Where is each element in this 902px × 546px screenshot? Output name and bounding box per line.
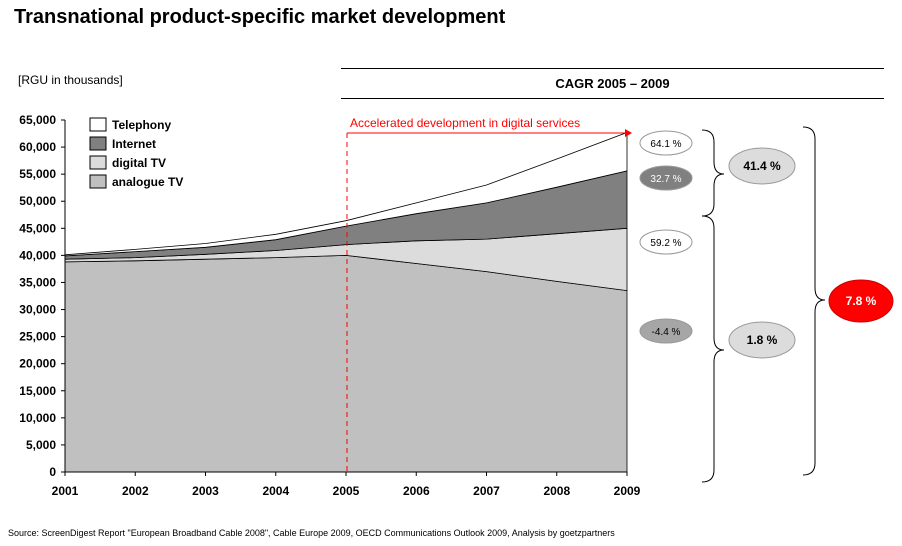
- cagr-bubble-digital-services: [728, 147, 796, 185]
- y-tick-label: 50,000: [19, 194, 56, 208]
- y-tick-label: 60,000: [19, 140, 56, 154]
- cagr-label-tv: 1.8 %: [747, 333, 778, 347]
- legend-swatch-internet: [89, 136, 107, 151]
- brace-tv: [701, 215, 725, 483]
- legend-label-telephony: Telephony: [112, 118, 171, 132]
- legend-label-internet: Internet: [112, 137, 156, 151]
- cagr-label-digital-tv: 59.2 %: [650, 238, 681, 249]
- brace-total: [802, 126, 826, 476]
- y-tick-label: 25,000: [19, 330, 56, 344]
- unit-label: [RGU in thousands]: [18, 73, 123, 87]
- y-tick-label: 65,000: [19, 113, 56, 127]
- cagr-bubble-tv: [728, 321, 796, 359]
- cagr-label-internet: 32.7 %: [650, 174, 681, 185]
- brace-digital-services: [701, 129, 725, 217]
- cagr-bubble-analogue-tv: [639, 318, 693, 344]
- legend-label-analogue-tv: analogue TV: [112, 175, 183, 189]
- cagr-bubble-internet: [639, 165, 693, 191]
- x-tick-label: 2003: [192, 484, 219, 498]
- area-series-telephony: [64, 131, 628, 257]
- x-tick-label: 2009: [614, 484, 641, 498]
- cagr-label-total: 7.8 %: [846, 294, 877, 308]
- y-tick-label: 35,000: [19, 276, 56, 290]
- cagr-label-analogue-tv: -4.4 %: [652, 327, 681, 338]
- cagr-header: CAGR 2005 – 2009: [341, 68, 884, 99]
- cagr-bubble-digital-tv: [639, 229, 693, 255]
- annotation-text: Accelerated development in digital servi…: [350, 116, 580, 130]
- page-title: Transnational product-specific market de…: [14, 6, 506, 28]
- legend-label-digital-tv: digital TV: [112, 156, 166, 170]
- y-tick-label: 45,000: [19, 221, 56, 235]
- legend-swatch-analogue-tv: [89, 174, 107, 189]
- cagr-bubble-telephony: [639, 130, 693, 156]
- legend-swatch-digital-tv: [89, 155, 107, 170]
- legend: Telephony Internet digital TV analogue T…: [89, 117, 183, 189]
- cagr-label-telephony: 64.1 %: [650, 139, 681, 150]
- x-axis: 2001 2002 2003 2004 2005 2006 2007 2008 2009: [52, 472, 641, 498]
- x-tick-label: 2007: [473, 484, 500, 498]
- legend-swatch-telephony: [89, 117, 107, 132]
- y-tick-label: 0: [49, 465, 56, 479]
- cagr-label-digital-services: 41.4 %: [743, 159, 781, 173]
- area-series-analogue-tv: [64, 254, 628, 473]
- y-axis: 0 5,000 10,000 15,000 20,000 25,000 30,000 35,0…: [19, 113, 65, 479]
- y-tick-label: 30,000: [19, 303, 56, 317]
- plot-area: [64, 120, 628, 473]
- x-tick-label: 2008: [543, 484, 570, 498]
- y-tick-label: 10,000: [19, 411, 56, 425]
- market-chart: 0 5,000 10,000 15,000 20,000 25,000 30,000 35,0…: [19, 113, 894, 498]
- y-tick-label: 40,000: [19, 248, 56, 262]
- y-tick-label: 55,000: [19, 167, 56, 181]
- y-tick-label: 15,000: [19, 384, 56, 398]
- x-tick-label: 2005: [333, 484, 360, 498]
- x-tick-label: 2006: [403, 484, 430, 498]
- x-tick-label: 2002: [122, 484, 149, 498]
- y-tick-label: 5,000: [26, 438, 56, 452]
- x-tick-label: 2004: [262, 484, 289, 498]
- source-note: Source: ScreenDigest Report "European Br…: [8, 528, 615, 538]
- cagr-bubble-total: [828, 279, 894, 323]
- x-tick-label: 2001: [52, 484, 79, 498]
- y-tick-label: 20,000: [19, 357, 56, 371]
- annotation-arrowhead: [625, 129, 632, 137]
